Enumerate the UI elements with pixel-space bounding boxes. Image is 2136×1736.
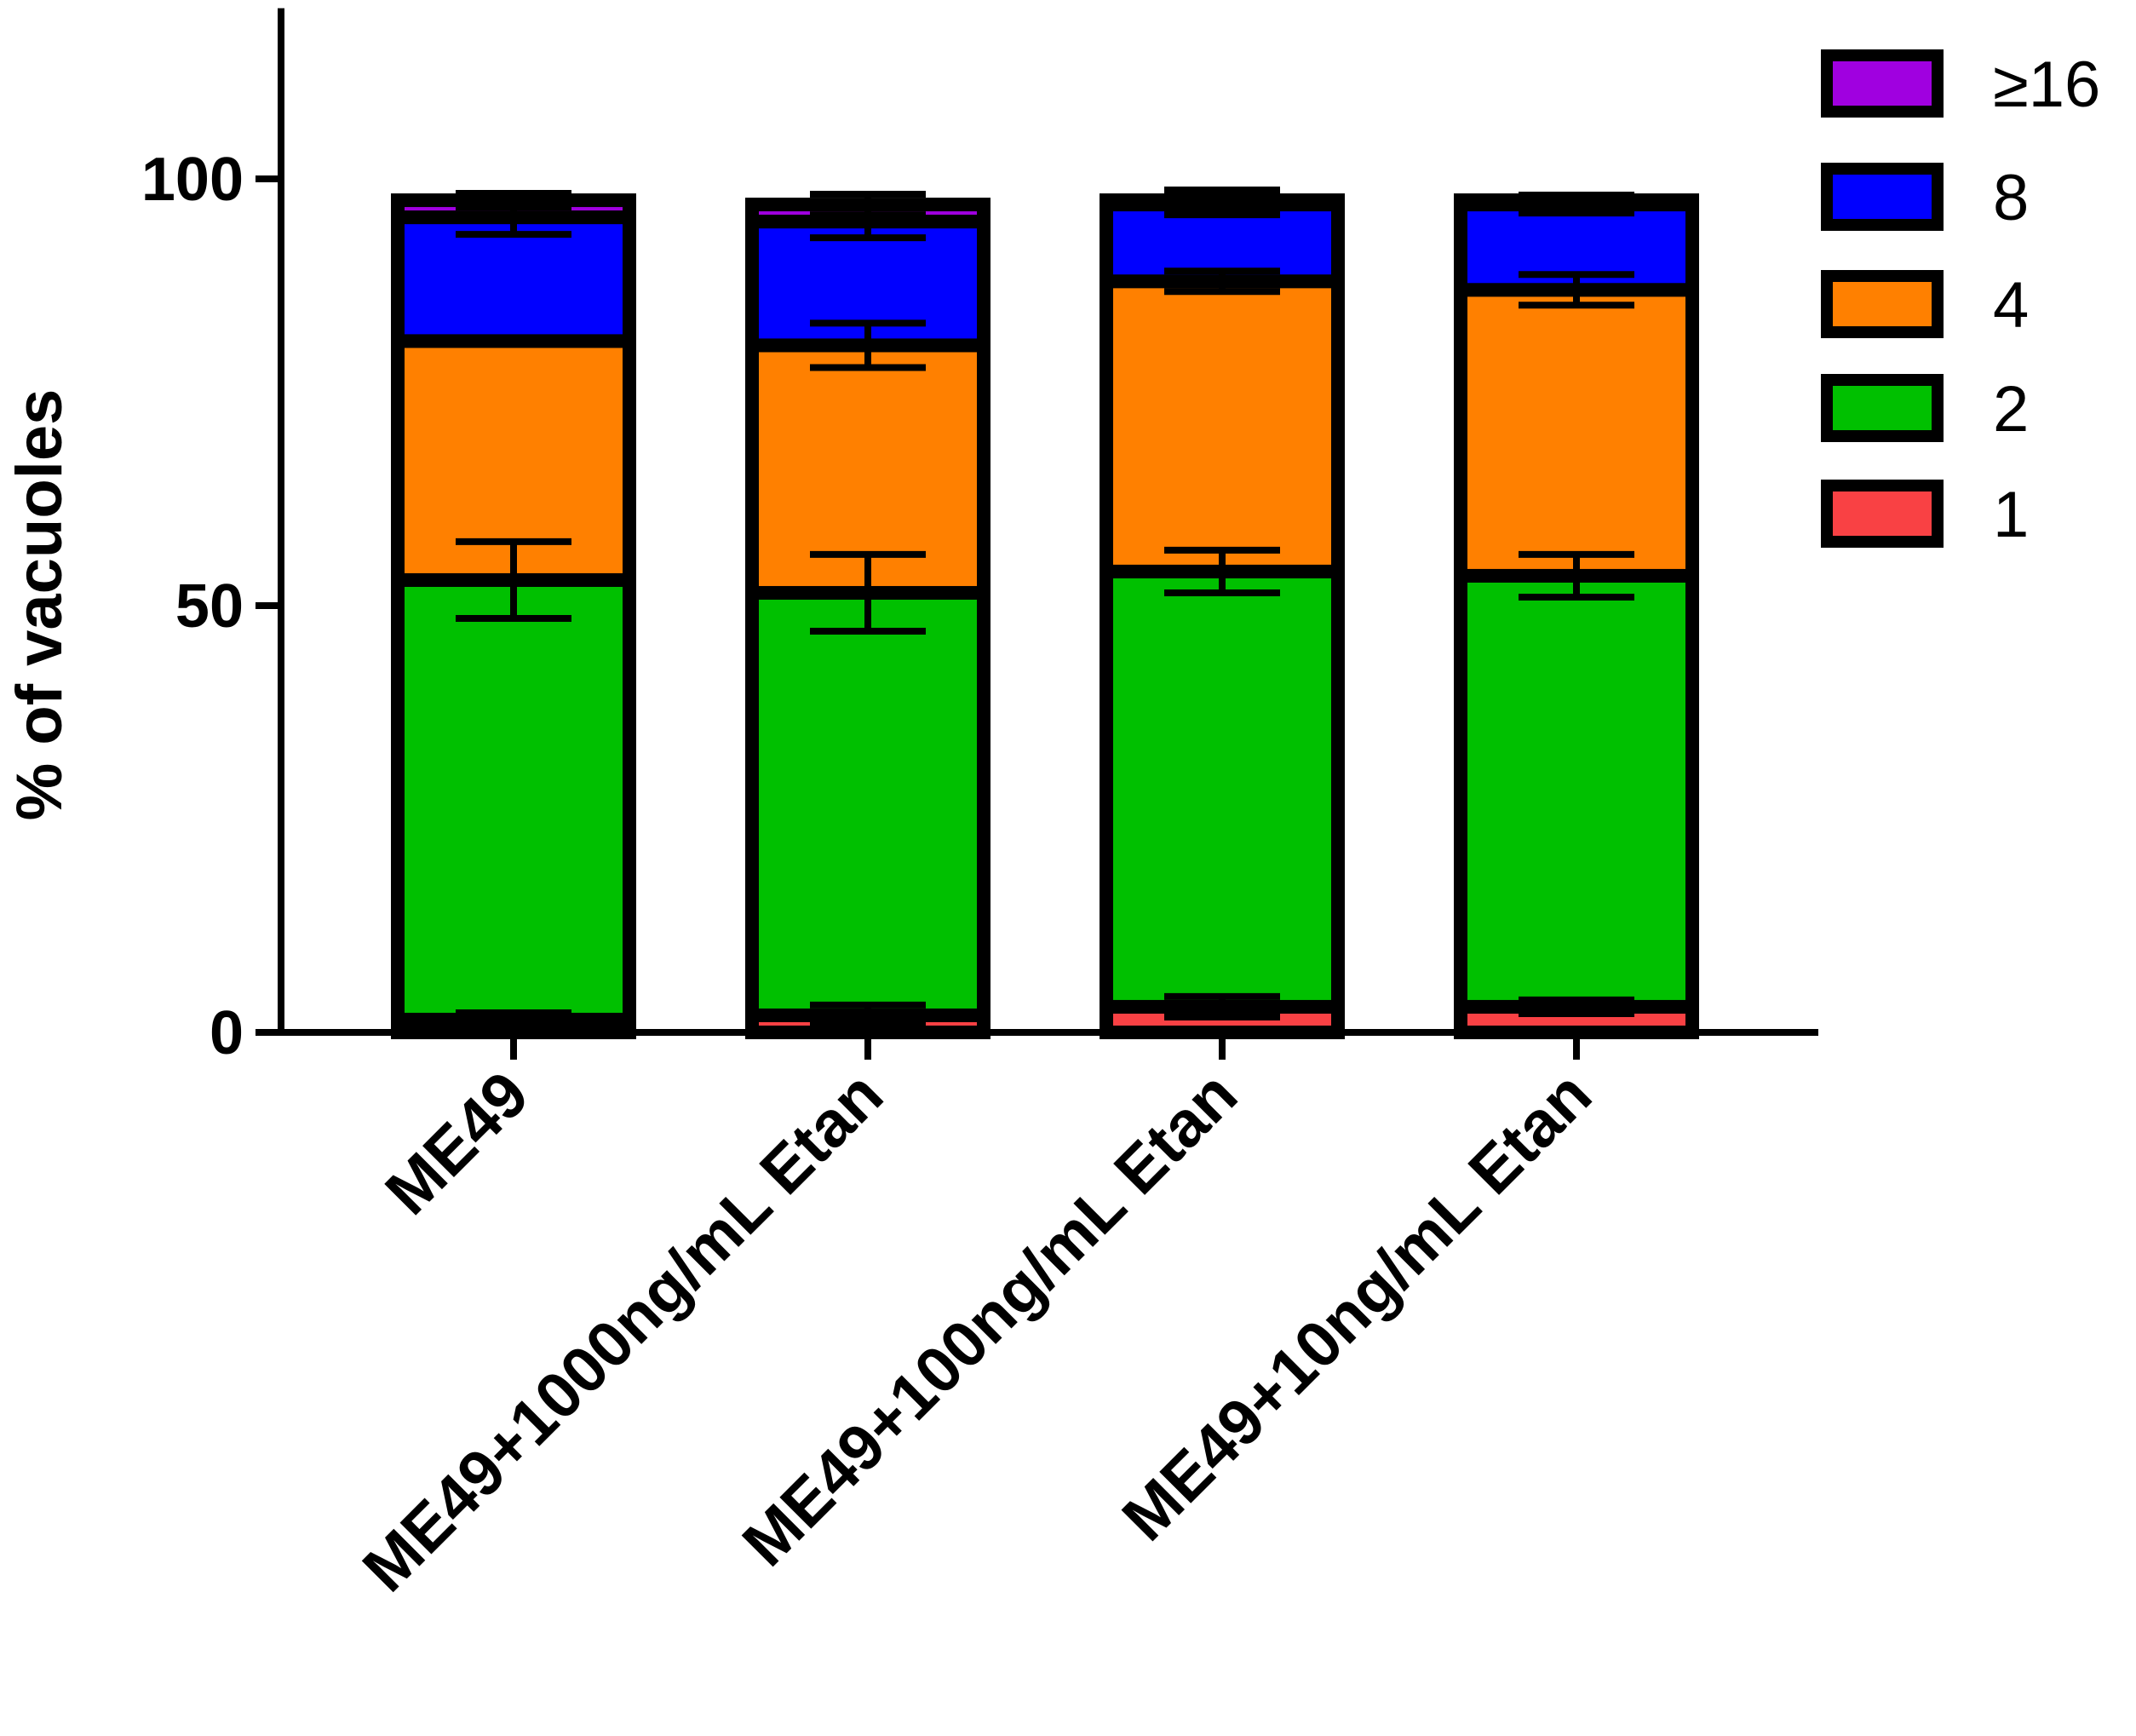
legend-item: ≥16 — [1821, 49, 2100, 121]
legend-label: 2 — [1993, 373, 2029, 445]
y-axis-label: % of vacuoles — [3, 389, 76, 821]
error-bar — [1164, 546, 1280, 596]
y-tick-label: 0 — [210, 999, 244, 1067]
bar-segment-3-cat-3 — [1100, 274, 1345, 578]
legend-swatch — [1821, 480, 1944, 548]
bar-segment-2-cat-4 — [1454, 568, 1699, 1014]
error-bar — [1164, 187, 1280, 215]
error-bar — [1164, 267, 1280, 296]
legend-swatch — [1821, 49, 1944, 118]
legend-item: 2 — [1821, 373, 2029, 445]
bar-segment-3-cat-4 — [1454, 283, 1699, 583]
error-bar — [456, 537, 571, 623]
y-tick-label: 100 — [141, 146, 244, 214]
legend-item: 4 — [1821, 269, 2029, 342]
legend-label: 4 — [1993, 269, 2029, 342]
bars — [391, 193, 1699, 1039]
bar-segment-2-cat-3 — [1100, 564, 1345, 1014]
error-bar — [810, 191, 926, 219]
error-bar — [810, 550, 926, 635]
y-axis: 0 50 100 — [141, 8, 284, 1067]
legend-item: 1 — [1821, 479, 2029, 551]
error-bar — [1519, 192, 1634, 210]
error-bar — [810, 1001, 926, 1029]
legend-label: 8 — [1993, 162, 2029, 234]
legend-item: 8 — [1821, 162, 2029, 234]
bar-segment-2-cat-2 — [745, 585, 990, 1022]
legend-label: 1 — [1993, 479, 2029, 551]
error-bar — [456, 190, 571, 211]
error-bar — [1519, 271, 1634, 309]
error-bar — [456, 1009, 571, 1030]
y-tick-label: 50 — [175, 572, 244, 641]
bar-segment-2-cat-1 — [391, 572, 636, 1026]
error-bar — [810, 319, 926, 371]
legend-swatch — [1821, 163, 1944, 231]
error-bars — [456, 187, 1634, 1030]
error-bar — [1519, 996, 1634, 1017]
legend: ≥16 8 4 2 1 — [1821, 49, 2100, 551]
legend-swatch — [1821, 374, 1944, 442]
legend-swatch — [1821, 270, 1944, 338]
error-bar — [1519, 550, 1634, 601]
error-bar — [1164, 992, 1280, 1020]
x-tick-label: ME49 — [372, 1058, 543, 1228]
legend-label: ≥16 — [1993, 49, 2100, 121]
error-bar — [456, 335, 571, 348]
